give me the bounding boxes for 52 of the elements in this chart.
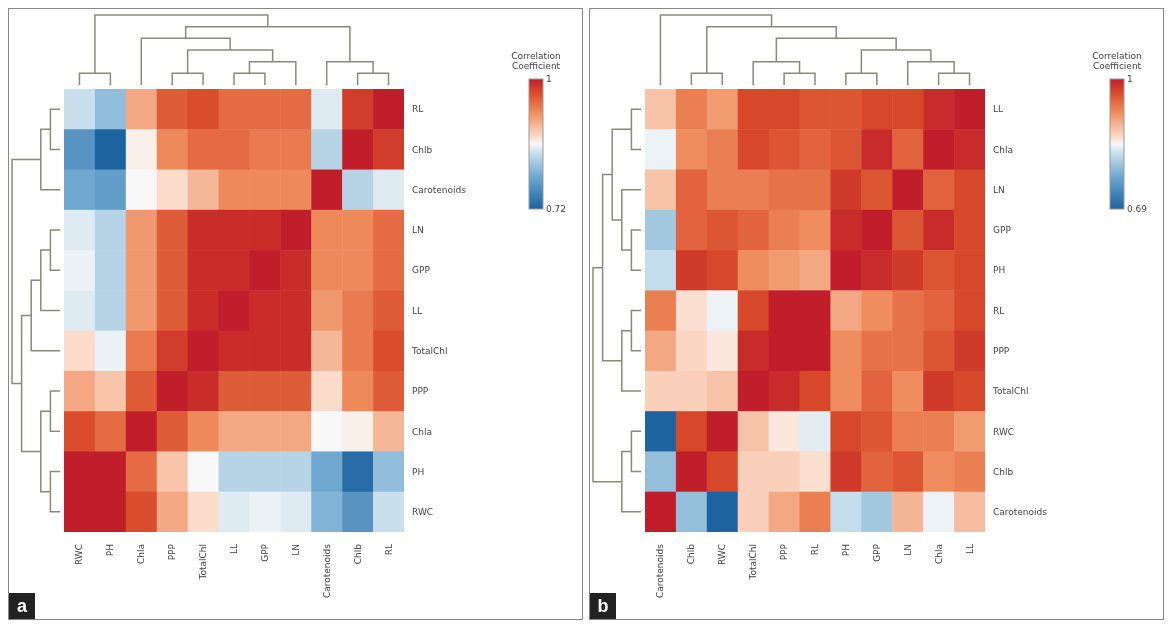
y-tick-label: RWC [412, 507, 434, 518]
x-tick-label: Chlb [352, 543, 363, 565]
y-tick-label: PPP [993, 345, 1010, 356]
color-bar-label: 1 [546, 74, 552, 84]
x-tick-label: RWC [717, 544, 728, 566]
y-tick-label: RWC [993, 426, 1015, 437]
x-tick-label: Carotenoids [655, 543, 666, 598]
x-tick-label: Chla [136, 544, 147, 565]
x-tick-label: TotalChl [748, 544, 759, 581]
x-tick-label: RL [383, 544, 394, 556]
y-tick-label: Chla [993, 144, 1014, 155]
x-tick-label: PPP [779, 543, 790, 561]
x-tick-label: LN [290, 544, 301, 556]
y-tick-label: Carotenoids [993, 507, 1048, 518]
text: b [590, 593, 616, 619]
y-tick-label: PPP [412, 386, 429, 397]
x-tick-label: GPP [871, 543, 882, 562]
x-tick-label: RWC [74, 544, 85, 566]
y-tick-label: LN [412, 225, 424, 236]
x-tick-label: LL [964, 544, 975, 555]
color-bar-label: 0.72 [546, 204, 567, 214]
y-tick-label: Chlb [412, 144, 433, 155]
y-tick-label: GPP [412, 265, 431, 276]
color-bar-title: Correlation Coefficient [1092, 51, 1142, 71]
y-tick-label: RL [412, 104, 424, 115]
y-tick-label: TotalChl [992, 386, 1029, 397]
y-tick-label: LL [412, 305, 423, 316]
y-tick-label: TotalChl [411, 345, 448, 356]
y-tick-label: RL [993, 305, 1005, 316]
x-tick-label: PH [840, 544, 851, 557]
color-bar-label: 0.69 [1127, 204, 1148, 214]
x-tick-label: TotalChl [198, 544, 209, 581]
y-tick-label: LL [993, 104, 1004, 115]
x-tick-label: PPP [167, 543, 178, 561]
y-tick-label: PH [412, 466, 425, 477]
y-tick-label: Chlb [993, 466, 1014, 477]
y-tick-label: LN [993, 184, 1005, 195]
x-tick-label: Chlb [686, 543, 697, 565]
x-tick-label: LL [229, 544, 239, 555]
x-tick-label: LN [902, 544, 913, 556]
y-tick-label: Carotenoids [412, 184, 467, 195]
x-tick-label: Chla [933, 544, 944, 565]
color-bar-label: 1 [1127, 74, 1133, 84]
color-bar-title: Correlation Coefficient [511, 51, 561, 71]
x-tick-label: RL [810, 544, 820, 556]
x-tick-label: Carotenoids [321, 543, 332, 598]
y-tick-label: GPP [993, 225, 1012, 236]
x-tick-label: PH [105, 544, 116, 557]
x-tick-label: GPP [259, 543, 270, 562]
y-tick-label: Chla [412, 426, 433, 437]
text: a [9, 593, 35, 619]
y-tick-label: PH [993, 265, 1006, 276]
